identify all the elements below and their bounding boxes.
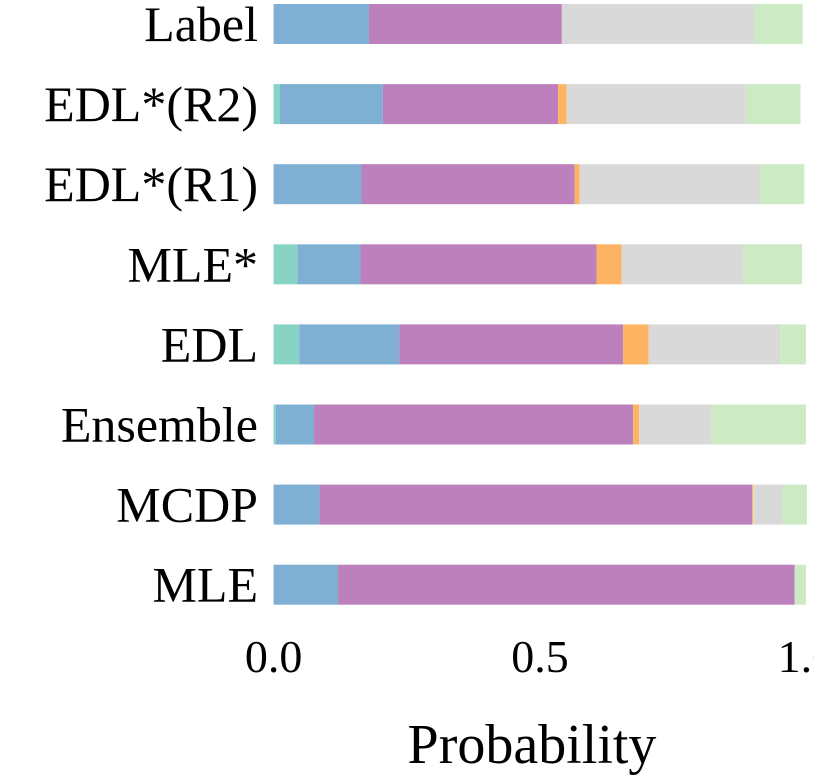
x-tick-label: 0.5	[511, 631, 569, 682]
bar-segment	[760, 164, 805, 205]
bar-segment	[558, 84, 567, 125]
bar-segment	[574, 164, 580, 205]
category-label: Ensemble	[61, 397, 258, 453]
x-tick-label: 1.0	[778, 631, 814, 682]
bar-segment	[561, 4, 755, 44]
bar-segment	[753, 484, 783, 525]
bar-segment	[596, 244, 622, 285]
x-tick-labels: 0.0 0.5 1.0	[245, 631, 814, 682]
bars-layer	[273, 4, 807, 605]
bar-segment	[279, 84, 383, 125]
bar-segment	[780, 324, 806, 365]
category-labels: Label EDL*(R2) EDL*(R1) MLE* EDL Ensemble MCDP…	[44, 0, 258, 613]
category-label: MLE*	[127, 236, 258, 292]
bar-segment	[273, 564, 339, 605]
bar-segment	[297, 244, 361, 285]
category-label: Label	[144, 0, 258, 52]
bar-segment	[273, 324, 300, 365]
bar-segment	[742, 244, 803, 285]
bar-segment	[299, 324, 400, 365]
bar-segment	[361, 164, 575, 205]
bar-segment	[752, 484, 754, 525]
category-label: MCDP	[116, 477, 258, 533]
bar-segment	[782, 484, 807, 525]
bar-segment	[273, 84, 280, 125]
bar-segment	[273, 244, 298, 285]
bar-segment	[273, 164, 362, 205]
bar-segment	[399, 324, 624, 365]
category-label: EDL*(R1)	[44, 156, 258, 212]
bar-segment	[275, 404, 315, 445]
bar-segment	[314, 404, 634, 445]
bar-segment	[579, 164, 761, 205]
bar-segment	[633, 404, 640, 445]
bar-segment	[639, 404, 712, 445]
bar-segment	[621, 244, 743, 285]
category-label: EDL*(R2)	[44, 76, 258, 132]
bar-segment	[623, 324, 649, 365]
bar-segment	[368, 4, 562, 44]
bar-segment	[711, 404, 806, 445]
bar-segment	[754, 4, 803, 44]
bar-segment	[273, 4, 369, 44]
bar-segment	[794, 564, 806, 605]
bar-segment	[338, 564, 795, 605]
x-axis-label: Probability	[408, 714, 657, 776]
bar-segment	[273, 484, 320, 525]
bar-segment	[273, 404, 276, 445]
x-tick-label: 0.0	[245, 631, 303, 682]
bar-segment	[566, 84, 746, 125]
bar-segment	[648, 324, 781, 365]
category-label: MLE	[152, 557, 258, 613]
bar-segment	[745, 84, 801, 125]
bar-segment	[382, 84, 559, 125]
bar-segment	[360, 244, 597, 285]
bar-segment	[319, 484, 753, 525]
category-label: EDL	[161, 316, 258, 372]
